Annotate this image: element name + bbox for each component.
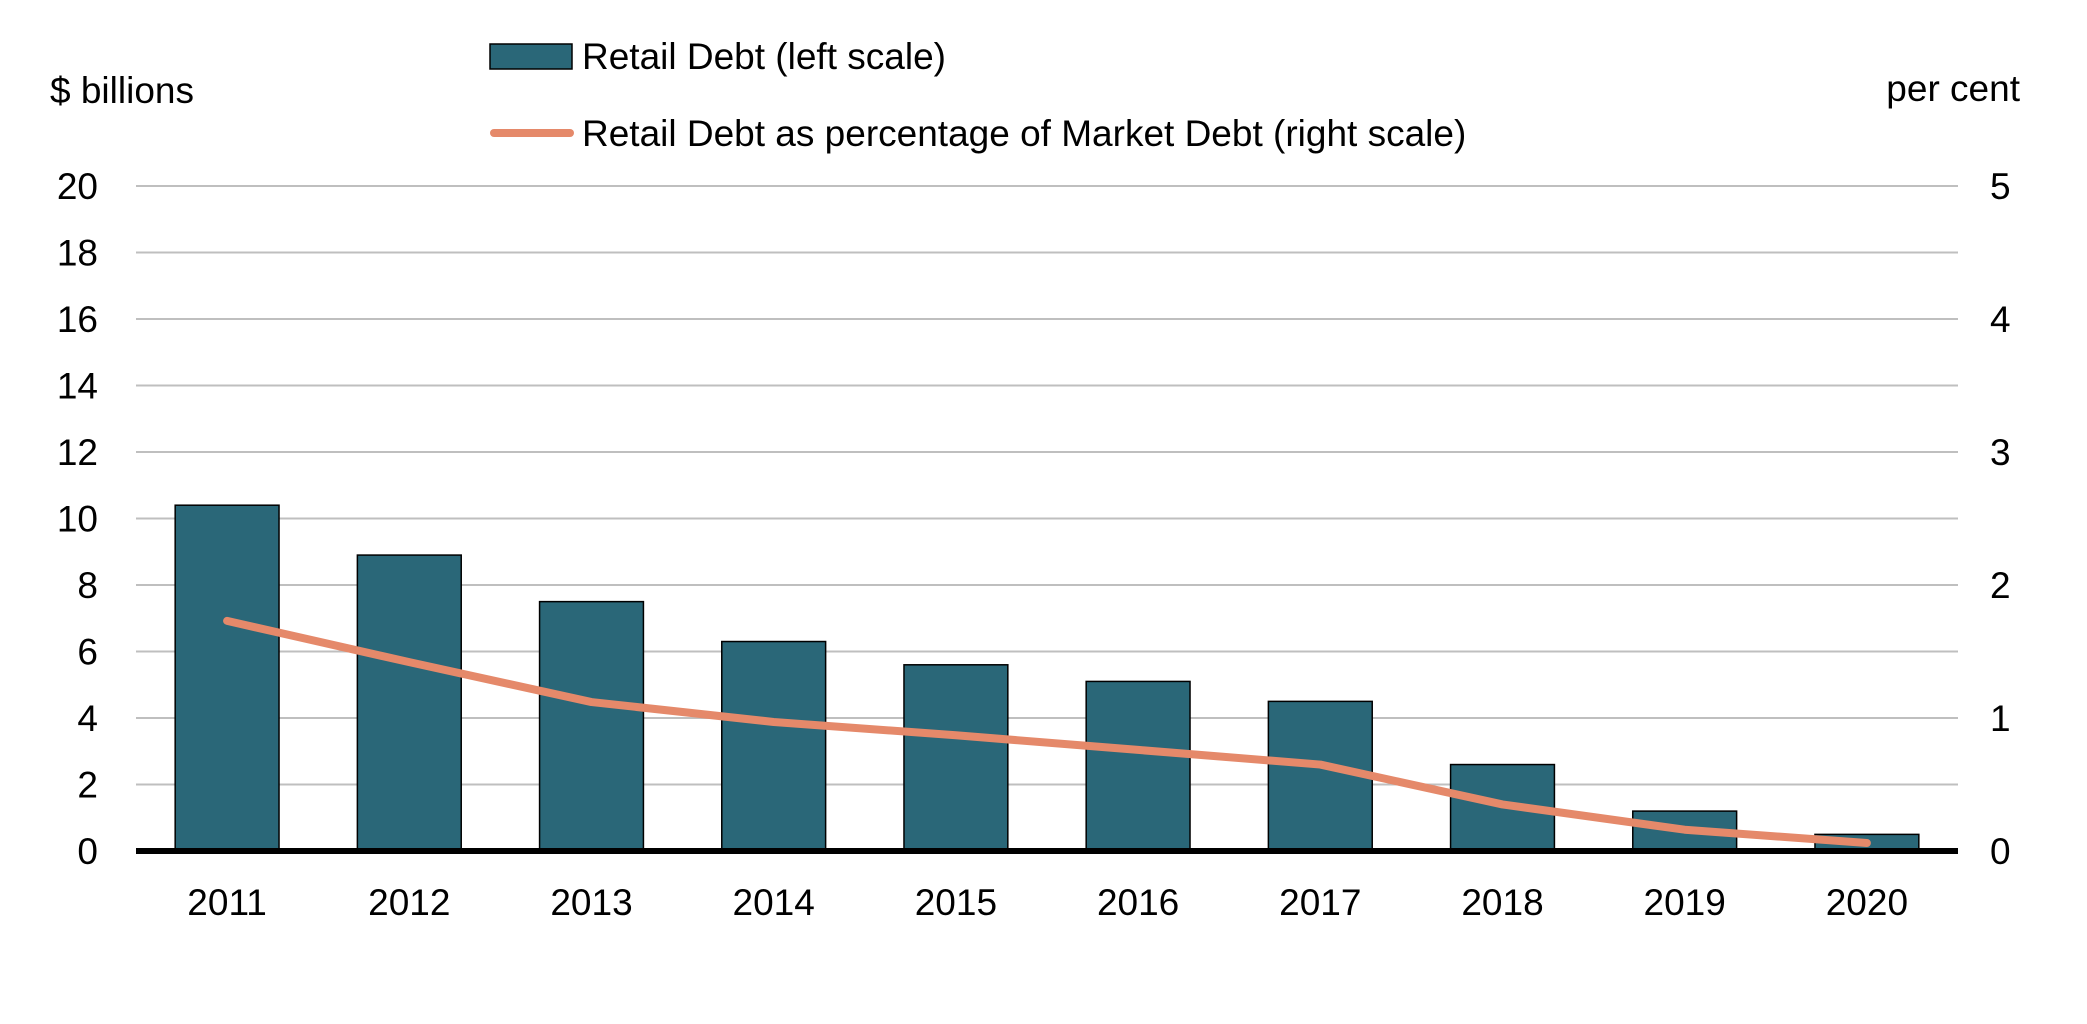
bar [1085,680,1191,852]
right-tick-label: 1 [1990,698,2011,739]
x-tick-label: 2013 [550,882,632,923]
right-tick-label: 2 [1990,565,2011,606]
left-tick-label: 18 [57,233,98,274]
legend-line-label: Retail Debt as percentage of Market Debt… [582,113,1466,154]
x-axis-ticks: 2011 2012 2013 2014 2015 2016 2017 2018 2019 2020 [187,882,1908,923]
left-tick-label: 14 [57,366,98,407]
bar [721,640,827,852]
legend: Retail Debt (left scale) Retail Debt as … [489,36,1466,154]
left-tick-label: 2 [77,765,98,806]
left-tick-label: 20 [57,166,98,207]
legend-bar-label: Retail Debt (left scale) [582,36,946,77]
line-series-path [223,616,1871,848]
x-tick-label: 2018 [1461,882,1543,923]
bar-series [174,504,1920,852]
x-tick-label: 2019 [1644,882,1726,923]
x-tick-label: 2011 [187,882,267,923]
right-axis-label: per cent [1886,68,2020,109]
left-tick-label: 6 [77,632,98,673]
x-tick-label: 2017 [1279,882,1361,923]
left-tick-label: 0 [77,831,98,872]
left-tick-label: 12 [57,432,98,473]
left-tick-label: 4 [77,698,98,739]
x-tick-label: 2020 [1826,882,1908,923]
x-tick-label: 2014 [733,882,815,923]
bar [538,600,645,852]
line-series [223,616,1871,848]
x-tick-label: 2016 [1097,882,1179,923]
left-tick-label: 8 [77,565,98,606]
bar [174,504,280,852]
right-tick-label: 5 [1990,166,2011,207]
bar [356,554,462,852]
legend-bar-swatch [489,43,573,70]
x-tick-label: 2012 [368,882,450,923]
right-y-axis-ticks: 0 1 2 3 4 5 [1990,166,2011,872]
right-tick-label: 3 [1990,432,2011,473]
bar [903,664,1009,852]
left-y-axis-ticks: 0 2 4 6 8 10 12 14 16 18 20 [57,166,98,872]
left-tick-label: 10 [57,499,98,540]
right-tick-label: 4 [1990,299,2011,340]
left-axis-label: $ billions [50,70,194,111]
left-tick-label: 16 [57,299,98,340]
x-tick-label: 2015 [915,882,997,923]
right-tick-label: 0 [1990,831,2011,872]
